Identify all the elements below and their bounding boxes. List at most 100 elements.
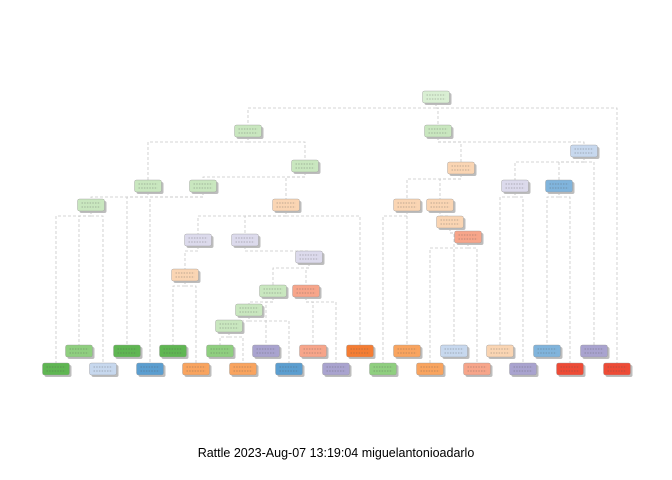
tree-node xyxy=(184,233,214,248)
tree-edge xyxy=(514,157,585,180)
node-box xyxy=(463,362,491,376)
tree-node xyxy=(533,344,563,359)
node-box xyxy=(545,179,573,193)
tree-node xyxy=(424,124,454,139)
node-box xyxy=(436,215,464,229)
tree-node xyxy=(229,362,259,377)
node-box xyxy=(424,124,452,138)
tree-edge xyxy=(285,172,306,199)
tree-node xyxy=(231,233,261,248)
node-box xyxy=(65,344,93,358)
node-box xyxy=(77,198,105,212)
node-box xyxy=(136,362,164,376)
tree-edge xyxy=(514,192,524,363)
tree-node xyxy=(603,362,633,377)
node-box xyxy=(393,344,421,358)
node-box xyxy=(393,198,421,212)
tree-edge xyxy=(126,192,204,345)
node-box xyxy=(509,362,537,376)
node-box xyxy=(159,344,187,358)
node-box xyxy=(299,344,327,358)
tree-edge xyxy=(184,246,199,269)
node-box xyxy=(603,362,631,376)
node-box xyxy=(171,268,199,282)
tree-edge xyxy=(184,281,197,363)
tree-node xyxy=(545,179,575,194)
node-box xyxy=(570,144,598,158)
tree-node xyxy=(206,344,236,359)
tree-edge xyxy=(305,297,314,345)
node-box xyxy=(422,90,450,104)
tree-node xyxy=(580,344,610,359)
tree-node xyxy=(454,230,484,245)
node-box xyxy=(184,233,212,247)
node-box xyxy=(252,344,280,358)
node-box xyxy=(206,344,234,358)
node-box xyxy=(486,344,514,358)
tree-edge xyxy=(467,243,478,363)
tree-edge xyxy=(305,297,337,363)
decision-tree-diagram xyxy=(42,90,633,377)
tree-node xyxy=(322,362,352,377)
node-box xyxy=(533,344,561,358)
tree-edge xyxy=(149,192,204,363)
node-box xyxy=(501,179,529,193)
tree-node xyxy=(234,124,264,139)
tree-node xyxy=(113,344,143,359)
node-box xyxy=(42,362,70,376)
tree-edge xyxy=(248,316,290,363)
tree-node xyxy=(77,198,107,213)
node-box xyxy=(369,362,397,376)
tree-node xyxy=(463,362,493,377)
tree-node xyxy=(89,362,119,377)
tree-node xyxy=(292,284,322,299)
tree-edge xyxy=(197,211,287,234)
tree-node xyxy=(393,198,423,213)
node-box xyxy=(275,362,303,376)
node-box xyxy=(556,362,584,376)
node-box xyxy=(234,124,262,138)
tree-edge xyxy=(558,192,571,363)
node-box xyxy=(291,159,319,173)
tree-node xyxy=(189,179,219,194)
tree-edge xyxy=(90,211,104,363)
tree-node xyxy=(291,159,321,174)
tree-node xyxy=(272,198,302,213)
node-box xyxy=(235,303,263,317)
node-box xyxy=(292,284,320,298)
tree-edge xyxy=(202,172,306,180)
node-box xyxy=(346,344,374,358)
tree-node xyxy=(416,362,446,377)
tree-node xyxy=(501,179,531,194)
node-box xyxy=(113,344,141,358)
tree-edge xyxy=(228,332,244,363)
tree-edge xyxy=(265,297,274,345)
node-box xyxy=(215,319,243,333)
tree-node xyxy=(556,362,586,377)
node-box xyxy=(440,344,468,358)
tree-edge xyxy=(435,103,439,125)
tree-node xyxy=(215,319,245,334)
tree-node xyxy=(570,144,600,159)
node-box xyxy=(134,179,162,193)
node-box xyxy=(580,344,608,358)
node-box xyxy=(272,198,300,212)
tree-nodes xyxy=(42,90,633,377)
tree-node xyxy=(235,303,265,318)
tree-edge xyxy=(449,228,455,345)
node-box xyxy=(295,250,323,264)
tree-edge xyxy=(437,137,462,162)
tree-edge xyxy=(382,211,408,363)
node-box xyxy=(182,362,210,376)
tree-edge xyxy=(272,263,310,285)
node-box xyxy=(447,161,475,175)
node-box xyxy=(426,198,454,212)
tree-edge xyxy=(406,174,462,199)
tree-node xyxy=(486,344,516,359)
tree-node xyxy=(42,362,72,377)
tree-edge xyxy=(78,211,92,345)
tree-node xyxy=(65,344,95,359)
tree-node xyxy=(346,344,376,359)
node-box xyxy=(231,233,259,247)
tree-node xyxy=(182,362,212,377)
